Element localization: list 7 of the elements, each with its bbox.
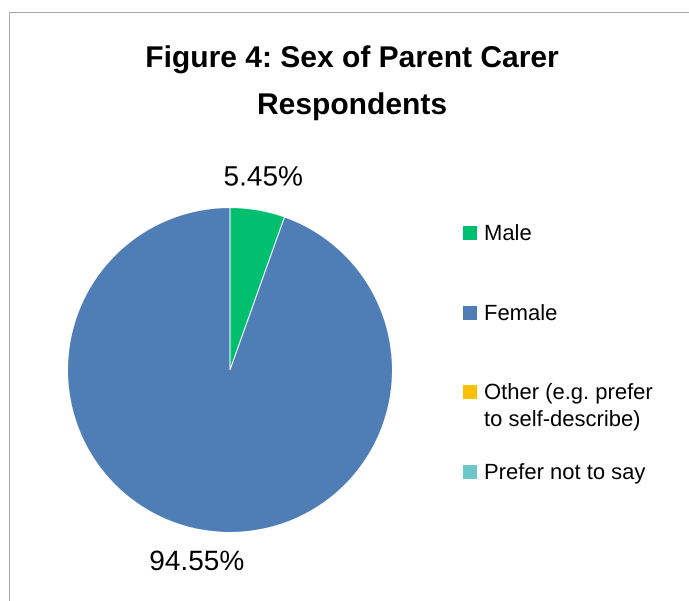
data-label: 94.55%: [149, 544, 244, 576]
legend-label: Prefer not to say: [484, 458, 646, 484]
legend-label: Female: [484, 298, 558, 326]
legend-label: Other (e.g. prefer to self-describe): [484, 378, 654, 432]
legend-label: Male: [484, 219, 533, 246]
chart-title: Figure 4: Sex of Parent Carer Respondents: [144, 40, 560, 123]
data-label: 5.45%: [224, 160, 303, 192]
